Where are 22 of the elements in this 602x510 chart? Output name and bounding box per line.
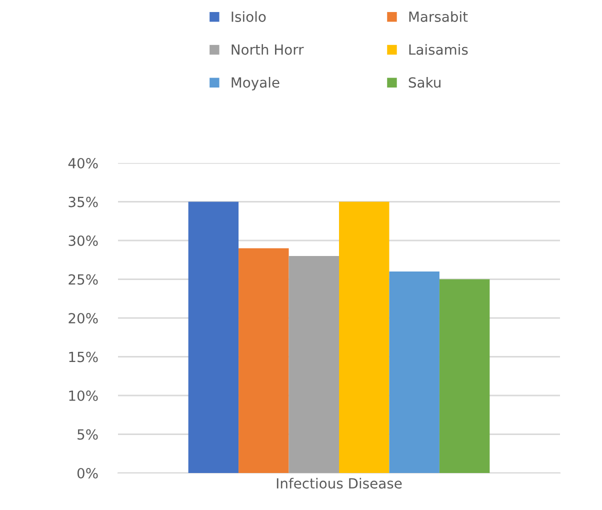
y-tick-label: 10% bbox=[69, 390, 98, 401]
bar bbox=[439, 279, 490, 473]
legend-label: Laisamis bbox=[409, 44, 468, 55]
bar bbox=[389, 272, 440, 473]
bar bbox=[288, 256, 339, 473]
y-tick-label: 20% bbox=[68, 312, 98, 324]
bar bbox=[238, 248, 289, 473]
bar bbox=[339, 202, 390, 473]
y-tick-label: 15% bbox=[69, 352, 98, 362]
legend-label: Moyale bbox=[232, 76, 280, 90]
y-tick-label: 25% bbox=[68, 274, 98, 285]
legend-label: Isiolo bbox=[232, 11, 266, 22]
bar bbox=[188, 202, 239, 473]
x-tick-label: Infectious Disease bbox=[276, 478, 402, 489]
legend-label: Marsabit bbox=[409, 11, 468, 22]
y-tick-label: 40% bbox=[68, 158, 98, 168]
y-tick-label: 30% bbox=[68, 235, 98, 246]
y-tick-label: 0% bbox=[77, 468, 98, 478]
legend-label: North Horr bbox=[232, 44, 304, 55]
y-tick-label: 5% bbox=[78, 429, 98, 440]
y-tick-label: 35% bbox=[68, 196, 98, 208]
legend-label: Saku bbox=[408, 76, 440, 88]
